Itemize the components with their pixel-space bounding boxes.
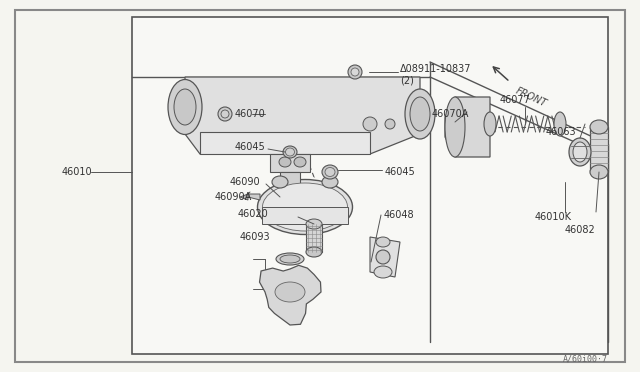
Polygon shape [132,17,608,354]
Ellipse shape [272,176,288,188]
Ellipse shape [385,119,395,129]
Polygon shape [248,194,260,200]
Ellipse shape [280,255,300,263]
Text: 46070A: 46070A [432,109,469,119]
Ellipse shape [445,97,465,157]
Ellipse shape [168,80,202,135]
Ellipse shape [363,117,377,131]
Ellipse shape [376,250,390,264]
Polygon shape [15,10,625,362]
Ellipse shape [569,138,591,166]
Ellipse shape [590,165,608,179]
Ellipse shape [279,157,291,167]
Ellipse shape [276,253,304,265]
Ellipse shape [257,180,353,234]
Text: 46070: 46070 [235,109,266,119]
Text: Δ08911-10837
(2): Δ08911-10837 (2) [400,64,472,86]
Polygon shape [280,172,300,187]
Ellipse shape [325,167,335,176]
Ellipse shape [374,266,392,278]
Ellipse shape [218,107,232,121]
Ellipse shape [322,176,338,188]
Ellipse shape [351,68,359,76]
Text: 46010K: 46010K [535,212,572,222]
Text: 46045: 46045 [385,167,416,177]
Text: 46090: 46090 [230,177,260,187]
Ellipse shape [590,120,608,134]
Ellipse shape [376,237,390,247]
Polygon shape [306,224,322,252]
Polygon shape [200,132,370,154]
Ellipse shape [405,89,435,139]
Polygon shape [370,237,400,277]
Text: 46020: 46020 [238,209,269,219]
Text: 46045: 46045 [235,142,266,152]
Ellipse shape [294,157,306,167]
Text: 46048: 46048 [384,210,415,220]
Ellipse shape [283,146,297,158]
Ellipse shape [322,165,338,179]
Text: 46077: 46077 [500,95,531,105]
Polygon shape [240,194,248,200]
Ellipse shape [484,112,496,136]
Polygon shape [260,265,321,325]
Ellipse shape [221,110,229,118]
Ellipse shape [554,112,566,136]
Polygon shape [445,97,490,157]
Ellipse shape [174,89,196,125]
Text: FRONT: FRONT [514,86,548,109]
Ellipse shape [275,282,305,302]
Text: 46010: 46010 [62,167,93,177]
Ellipse shape [306,219,322,229]
Text: 46090A: 46090A [215,192,252,202]
Text: 46093: 46093 [240,232,271,242]
Polygon shape [262,207,348,224]
Ellipse shape [262,183,348,231]
Polygon shape [185,77,420,154]
Text: 46082: 46082 [565,225,596,235]
Ellipse shape [410,97,430,131]
Ellipse shape [306,247,322,257]
Ellipse shape [573,142,587,162]
Ellipse shape [348,65,362,79]
Polygon shape [590,127,608,172]
Polygon shape [270,154,310,172]
Text: A/60i00·7: A/60i00·7 [563,355,608,364]
Text: 46063: 46063 [546,127,577,137]
Ellipse shape [285,148,294,156]
